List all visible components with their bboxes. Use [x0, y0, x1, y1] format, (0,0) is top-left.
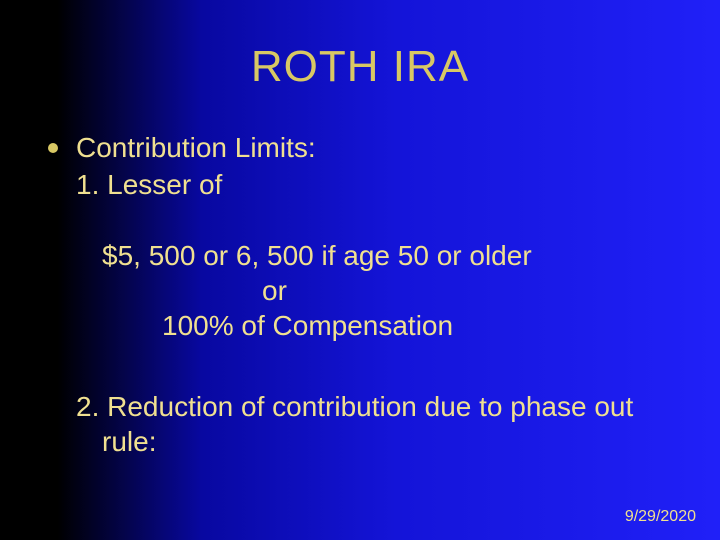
footer-date: 9/29/2020 [625, 508, 696, 526]
amount-line: $5, 500 or 6, 500 if age 50 or older [102, 238, 680, 273]
slide: ROTH IRA Contribution Limits: 1. Lesser … [0, 0, 720, 540]
bullet-row: Contribution Limits: [40, 130, 680, 165]
item2-line2: rule: [102, 424, 680, 459]
comp-line: 100% of Compensation [162, 308, 680, 343]
item1-header: 1. Lesser of [76, 167, 680, 202]
item2-line1: 2. Reduction of contribution due to phas… [76, 389, 680, 424]
bullet-label: Contribution Limits: [76, 130, 316, 165]
or-line: or [262, 273, 680, 308]
slide-body: Contribution Limits: 1. Lesser of $5, 50… [40, 130, 680, 459]
slide-title: ROTH IRA [0, 42, 720, 92]
bullet-dot-icon [48, 143, 58, 153]
amount-block: $5, 500 or 6, 500 if age 50 or older or … [102, 238, 680, 343]
